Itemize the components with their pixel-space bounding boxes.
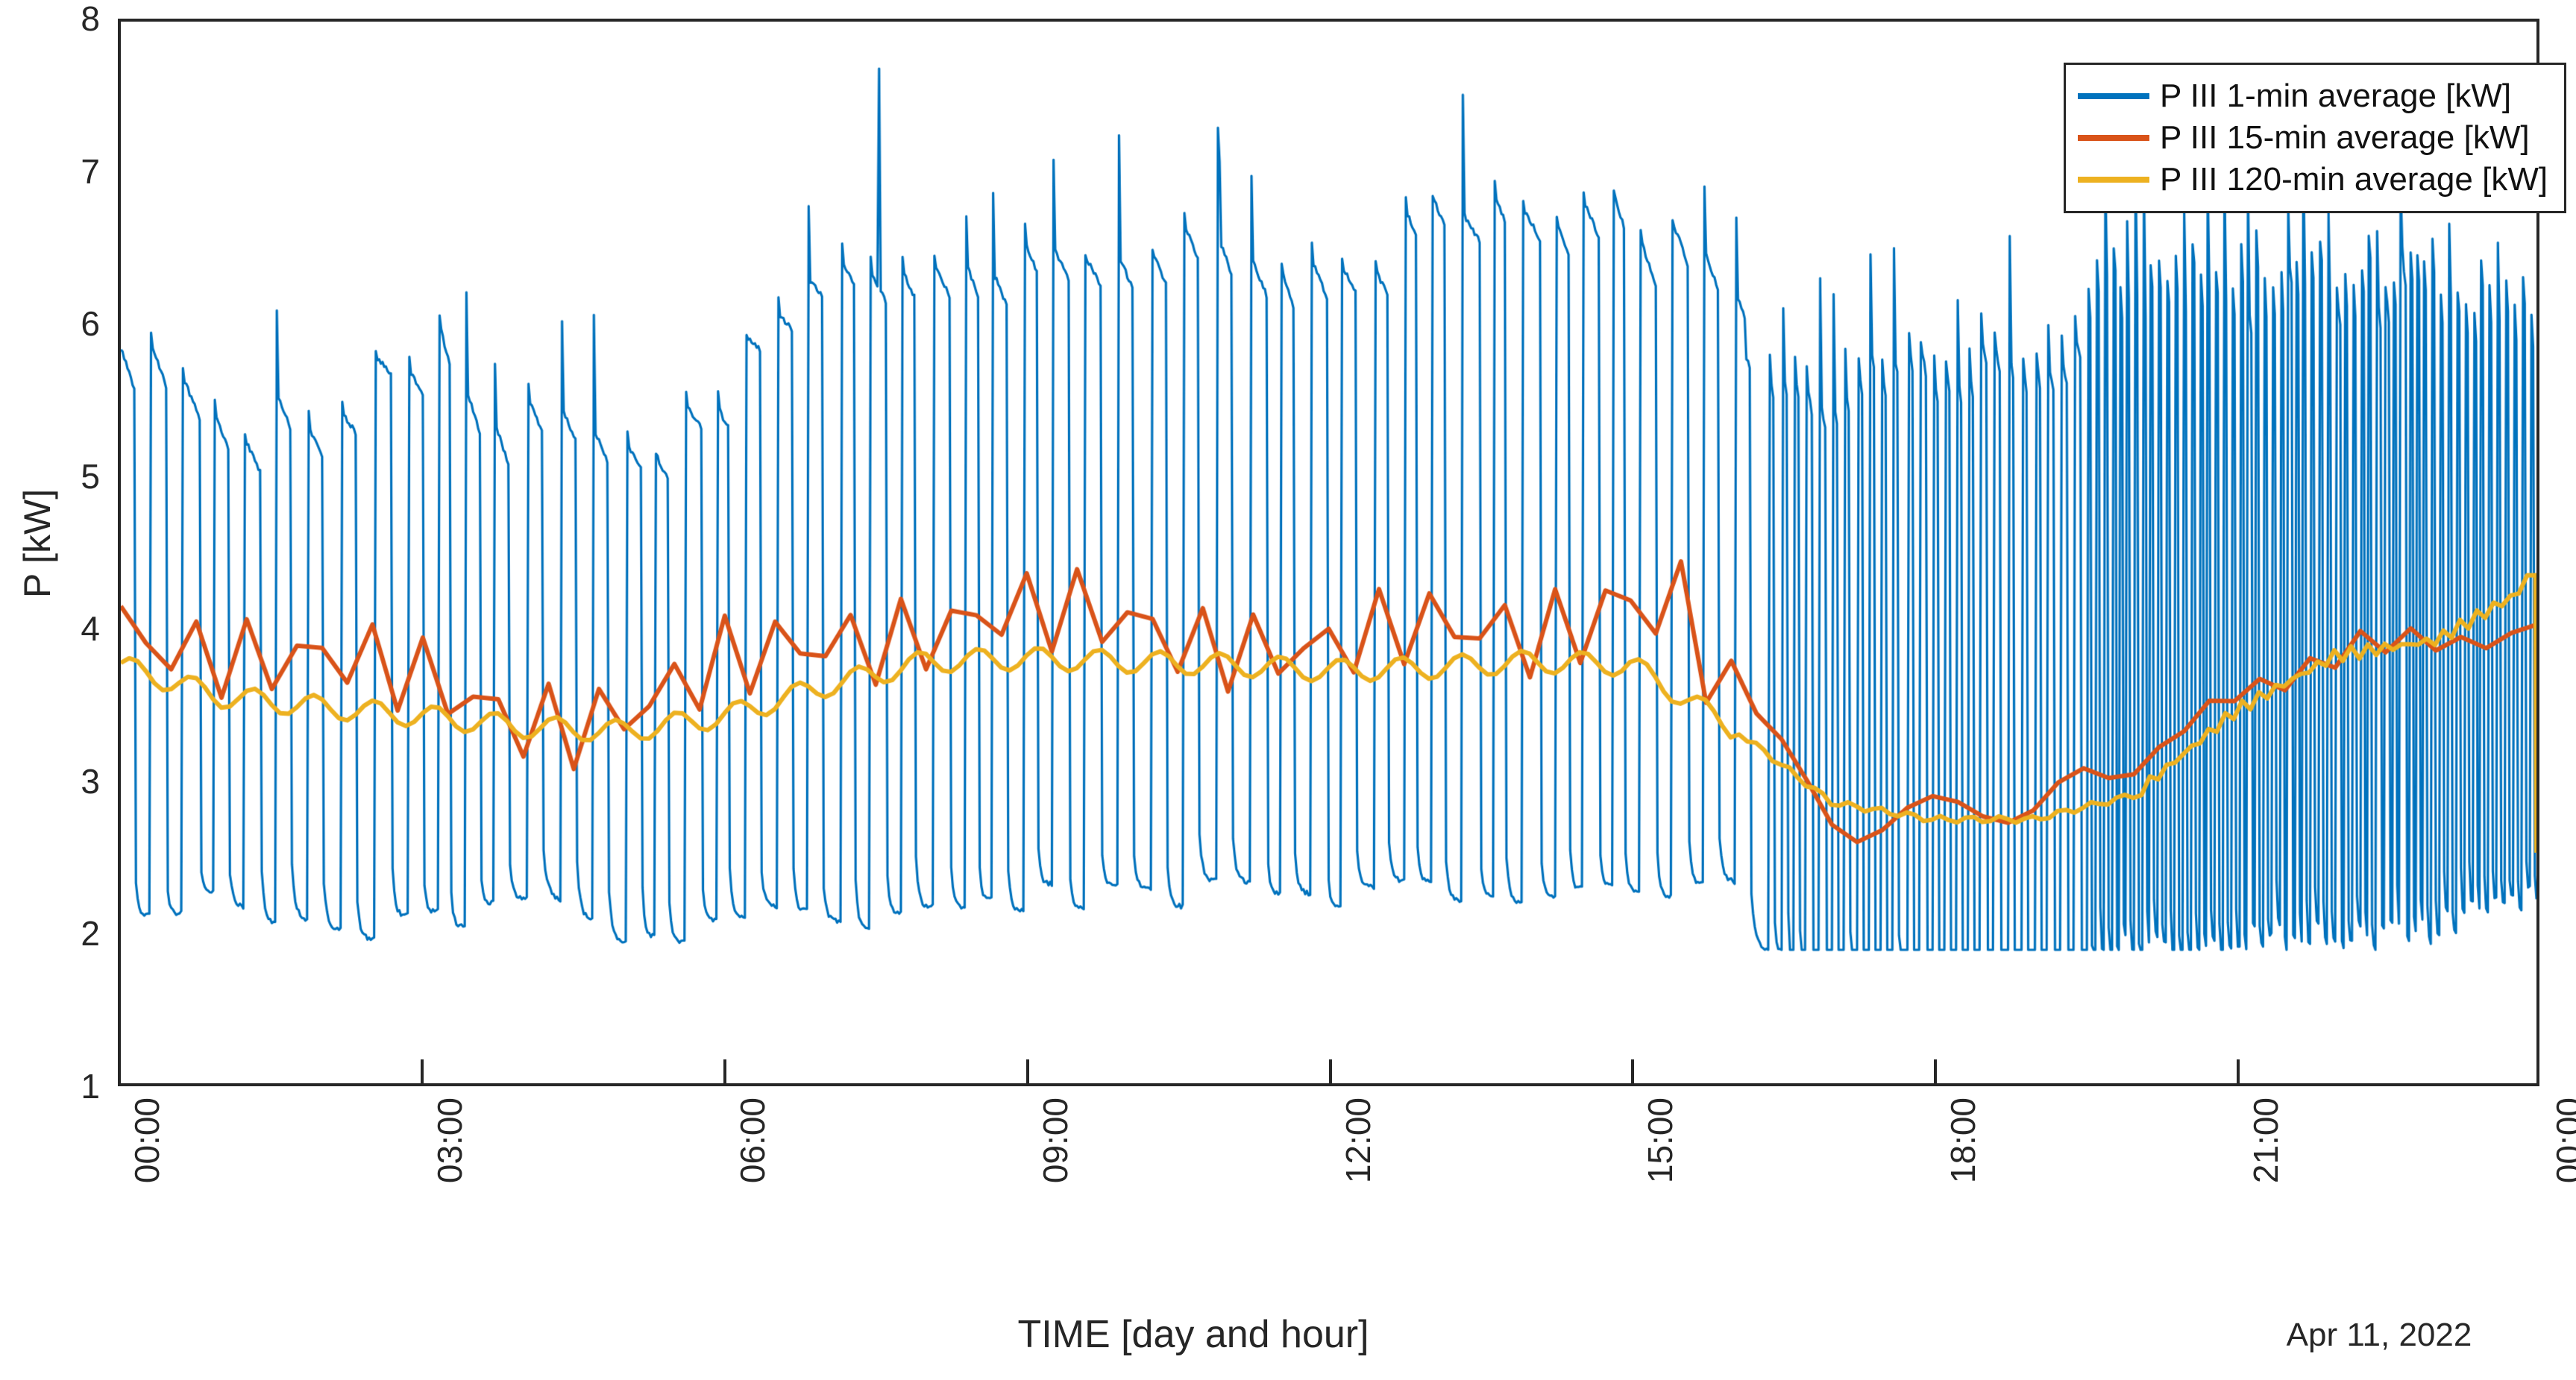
x-tick-label: 00:00 xyxy=(2549,1097,2576,1184)
x-axis-label: TIME [day and hour] xyxy=(1017,1313,1369,1356)
x-tick-label: 09:00 xyxy=(1035,1097,1075,1184)
x-tick-label: 15:00 xyxy=(1641,1097,1680,1184)
legend-swatch-15min xyxy=(2078,135,2149,141)
x-tick-mark xyxy=(1934,1059,1938,1086)
x-tick-label: 18:00 xyxy=(1944,1097,1983,1184)
y-tick-label: 5 xyxy=(81,456,100,496)
x-tick-mark xyxy=(420,1059,424,1086)
legend-swatch-120min xyxy=(2078,177,2149,183)
x-tick-label: 03:00 xyxy=(430,1097,469,1184)
y-tick-label: 4 xyxy=(81,609,100,649)
legend-swatch-1min xyxy=(2078,93,2149,99)
legend-label-15min: P III 15-min average [kW] xyxy=(2160,119,2530,156)
x-tick-mark xyxy=(1328,1059,1332,1086)
legend-item: P III 1-min average [kW] xyxy=(2078,75,2548,117)
legend-item: P III 15-min average [kW] xyxy=(2078,117,2548,159)
date-annotation: Apr 11, 2022 xyxy=(2286,1317,2472,1353)
legend-item: P III 120-min average [kW] xyxy=(2078,159,2548,201)
legend-label-120min: P III 120-min average [kW] xyxy=(2160,161,2548,198)
y-tick-label: 1 xyxy=(81,1067,100,1106)
legend: P III 1-min average [kW] P III 15-min av… xyxy=(2064,63,2567,213)
y-tick-label: 7 xyxy=(81,151,100,191)
y-tick-label: 2 xyxy=(81,914,100,954)
x-tick-mark xyxy=(2237,1059,2240,1086)
y-axis-label: P [kW] xyxy=(16,488,58,599)
legend-label-1min: P III 1-min average [kW] xyxy=(2160,78,2512,114)
y-tick-label: 8 xyxy=(81,0,100,38)
x-tick-mark xyxy=(723,1059,726,1086)
x-tick-mark xyxy=(1025,1059,1029,1086)
x-tick-label: 12:00 xyxy=(1338,1097,1377,1184)
x-tick-label: 00:00 xyxy=(128,1097,166,1184)
x-tick-label: 06:00 xyxy=(732,1097,772,1184)
x-tick-label: 21:00 xyxy=(2246,1097,2286,1184)
y-tick-label: 6 xyxy=(81,304,100,344)
x-tick-mark xyxy=(1631,1059,1635,1086)
y-tick-label: 3 xyxy=(81,761,100,801)
